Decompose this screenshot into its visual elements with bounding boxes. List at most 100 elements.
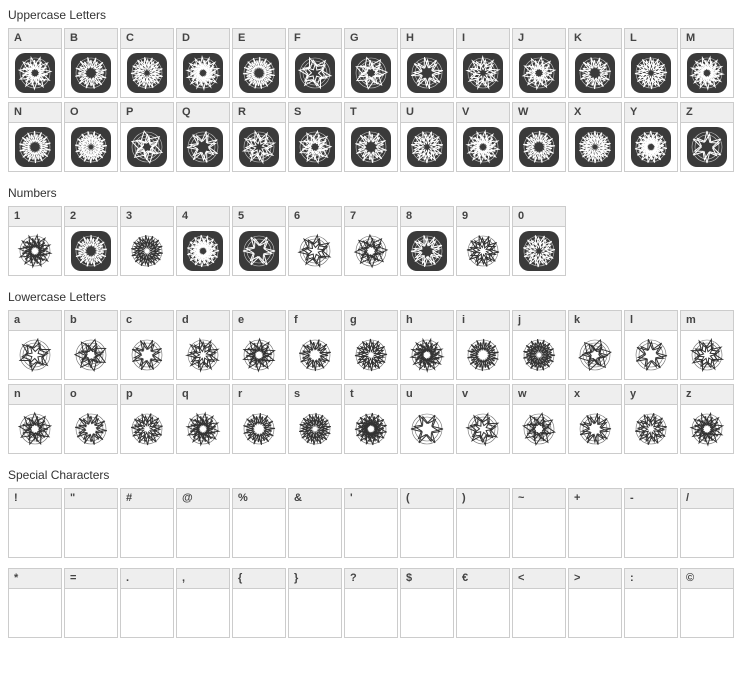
glyph-icon: [15, 513, 55, 553]
char-label: ?: [345, 569, 397, 589]
char-label: 5: [233, 207, 285, 227]
char-cell: h: [400, 310, 454, 380]
char-cell: U: [400, 102, 454, 172]
char-label: g: [345, 311, 397, 331]
glyph-icon: [519, 53, 559, 93]
glyph-icon: [351, 335, 391, 375]
glyph-icon: [15, 127, 55, 167]
char-glyph: [457, 589, 509, 637]
glyph-icon: [519, 231, 559, 271]
char-cell: z: [680, 384, 734, 454]
char-cell: M: [680, 28, 734, 98]
char-cell: T: [344, 102, 398, 172]
char-label: 1: [9, 207, 61, 227]
special-section: Special Characters !"#@%&'()~+-/ *=.,{}?…: [8, 468, 740, 638]
char-cell: j: [512, 310, 566, 380]
char-cell: 5: [232, 206, 286, 276]
char-cell: €: [456, 568, 510, 638]
glyph-icon: [631, 593, 671, 633]
char-label: 9: [457, 207, 509, 227]
char-cell: ,: [176, 568, 230, 638]
char-label: O: [65, 103, 117, 123]
char-glyph: [65, 123, 117, 171]
char-label: K: [569, 29, 621, 49]
glyph-icon: [295, 231, 335, 271]
char-label: +: [569, 489, 621, 509]
char-cell: I: [456, 28, 510, 98]
char-cell: Q: [176, 102, 230, 172]
char-label: c: [121, 311, 173, 331]
char-glyph: [177, 405, 229, 453]
char-label: !: [9, 489, 61, 509]
glyph-icon: [575, 513, 615, 553]
char-cell: o: [64, 384, 118, 454]
glyph-icon: [239, 593, 279, 633]
char-glyph: [289, 227, 341, 275]
glyph-icon: [71, 593, 111, 633]
char-glyph: [625, 589, 677, 637]
char-glyph: [457, 49, 509, 97]
char-glyph: [345, 509, 397, 557]
glyph-icon: [519, 593, 559, 633]
char-cell: ~: [512, 488, 566, 558]
char-glyph: [65, 589, 117, 637]
char-label: W: [513, 103, 565, 123]
char-glyph: [401, 331, 453, 379]
glyph-icon: [575, 127, 615, 167]
char-glyph: [65, 49, 117, 97]
char-glyph: [513, 589, 565, 637]
char-cell: 1: [8, 206, 62, 276]
char-cell: 7: [344, 206, 398, 276]
char-glyph: [401, 589, 453, 637]
numbers-grid: 1234567890: [8, 206, 740, 276]
char-cell: *: [8, 568, 62, 638]
char-cell: J: [512, 28, 566, 98]
special-title: Special Characters: [8, 468, 740, 482]
char-label: y: [625, 385, 677, 405]
lowercase-title: Lowercase Letters: [8, 290, 740, 304]
char-cell: i: [456, 310, 510, 380]
glyph-icon: [463, 53, 503, 93]
char-cell: F: [288, 28, 342, 98]
glyph-icon: [463, 513, 503, 553]
char-glyph: [345, 49, 397, 97]
char-cell: H: [400, 28, 454, 98]
char-cell: N: [8, 102, 62, 172]
char-glyph: [289, 589, 341, 637]
glyph-icon: [351, 231, 391, 271]
char-glyph: [625, 331, 677, 379]
char-cell: a: [8, 310, 62, 380]
glyph-icon: [631, 127, 671, 167]
char-label: Q: [177, 103, 229, 123]
char-glyph: [177, 589, 229, 637]
glyph-icon: [407, 593, 447, 633]
char-glyph: [65, 405, 117, 453]
glyph-icon: [295, 593, 335, 633]
char-label: l: [625, 311, 677, 331]
glyph-icon: [127, 593, 167, 633]
char-glyph: [121, 589, 173, 637]
char-label: ': [345, 489, 397, 509]
char-label: p: [121, 385, 173, 405]
char-glyph: [625, 405, 677, 453]
char-label: E: [233, 29, 285, 49]
char-label: f: [289, 311, 341, 331]
char-cell: C: [120, 28, 174, 98]
char-label: L: [625, 29, 677, 49]
uppercase-title: Uppercase Letters: [8, 8, 740, 22]
char-cell: u: [400, 384, 454, 454]
glyph-icon: [631, 335, 671, 375]
char-label: ~: [513, 489, 565, 509]
glyph-icon: [407, 335, 447, 375]
char-glyph: [681, 123, 733, 171]
char-glyph: [401, 405, 453, 453]
char-glyph: [457, 509, 509, 557]
char-label: D: [177, 29, 229, 49]
char-label: M: [681, 29, 733, 49]
glyph-icon: [127, 409, 167, 449]
char-glyph: [513, 227, 565, 275]
glyph-icon: [127, 513, 167, 553]
char-cell: >: [568, 568, 622, 638]
char-glyph: [233, 405, 285, 453]
glyph-icon: [631, 513, 671, 553]
